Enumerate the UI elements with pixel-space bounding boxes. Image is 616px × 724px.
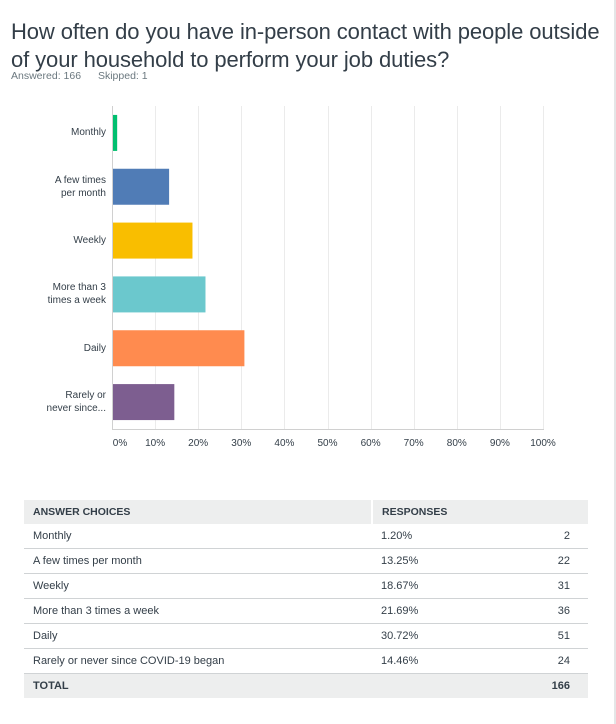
- bar[interactable]: [113, 276, 206, 313]
- table-row: More than 3 times a week 21.69% 36: [24, 598, 588, 624]
- x-tick-label: 0%: [112, 438, 128, 449]
- table-header-row: ANSWER CHOICES RESPONSES: [24, 500, 588, 524]
- category-label-line: Rarely or: [65, 390, 106, 402]
- x-tick-label: 90%: [489, 438, 510, 449]
- category-label: Monthly: [6, 126, 106, 139]
- question-title: How often do you have in-person contact …: [11, 18, 600, 72]
- choice-cell: Daily: [24, 623, 372, 649]
- bar-chart: 0% 10% 20% 30% 40% 50% 60% 70% 80% 90% 100% Monthly…: [0, 100, 616, 460]
- table-row: Rarely or never since COVID-19 began 14.…: [24, 648, 588, 674]
- bar[interactable]: [113, 222, 193, 259]
- responses-table: ANSWER CHOICES RESPONSES Monthly 1.20% 2…: [24, 500, 588, 698]
- category-label: Weekly: [6, 234, 106, 247]
- bar[interactable]: [113, 114, 118, 151]
- category-label: A few times per month: [6, 174, 106, 200]
- right-border: [614, 0, 616, 724]
- percent-cell: 21.69%: [372, 598, 521, 624]
- choice-cell: Monthly: [24, 524, 372, 549]
- skipped-count: Skipped: 1: [97, 70, 148, 82]
- table-row: A few times per month 13.25% 22: [24, 548, 588, 574]
- x-tick-label: 40%: [274, 438, 295, 449]
- choice-cell: More than 3 times a week: [24, 598, 372, 624]
- x-tick-label: 80%: [446, 438, 467, 449]
- category-label-line: Weekly: [73, 235, 106, 247]
- table-row: Weekly 18.67% 31: [24, 573, 588, 599]
- count-cell: 2: [521, 524, 588, 549]
- percent-cell: 30.72%: [372, 623, 521, 649]
- x-tick-label: 70%: [403, 438, 424, 449]
- category-label-line: Daily: [83, 342, 106, 354]
- percent-cell: 14.46%: [372, 648, 521, 674]
- bar[interactable]: [113, 330, 245, 367]
- category-label: Daily: [6, 342, 106, 355]
- category-label-line: Monthly: [70, 127, 106, 139]
- percent-cell: 13.25%: [372, 548, 521, 574]
- responses-header: RESPONSES: [371, 500, 588, 524]
- answer-choices-header: ANSWER CHOICES: [24, 500, 372, 524]
- percent-cell: 18.67%: [372, 573, 521, 599]
- chart-plot-area: [112, 106, 544, 430]
- percent-cell: 1.20%: [372, 524, 521, 549]
- bar[interactable]: [113, 384, 175, 421]
- answered-count: Answered: 166: [11, 70, 82, 82]
- count-cell: 31: [521, 573, 588, 599]
- table-row: Monthly 1.20% 2: [24, 524, 588, 549]
- category-label-line: More than 3: [52, 282, 106, 294]
- count-cell: 24: [521, 648, 588, 674]
- category-label-line: never since...: [46, 403, 106, 415]
- count-cell: 36: [521, 598, 588, 624]
- category-label-line: times a week: [47, 295, 106, 307]
- table-row: Daily 30.72% 51: [24, 623, 588, 649]
- total-percent-empty: [372, 673, 521, 698]
- count-cell: 51: [521, 623, 588, 649]
- bar[interactable]: [113, 168, 170, 205]
- category-label: Rarely or never since...: [6, 389, 106, 415]
- x-tick-label: 10%: [145, 438, 166, 449]
- x-tick-label: 20%: [188, 438, 209, 449]
- response-summary: Answered: 166 Skipped: 1: [11, 70, 162, 82]
- category-label: More than 3 times a week: [6, 281, 106, 307]
- x-tick-label: 100%: [530, 438, 556, 449]
- choice-cell: Rarely or never since COVID-19 began: [24, 648, 372, 674]
- category-label-line: A few times: [54, 174, 106, 186]
- total-count: 166: [521, 673, 588, 698]
- x-tick-label: 50%: [317, 438, 338, 449]
- choice-cell: A few times per month: [24, 548, 372, 574]
- total-label: TOTAL: [24, 673, 372, 698]
- category-label-line: per month: [60, 187, 106, 199]
- count-cell: 22: [521, 548, 588, 574]
- total-row: TOTAL 166: [24, 673, 588, 698]
- choice-cell: Weekly: [24, 573, 372, 599]
- x-tick-label: 60%: [360, 438, 381, 449]
- x-tick-label: 30%: [231, 438, 252, 449]
